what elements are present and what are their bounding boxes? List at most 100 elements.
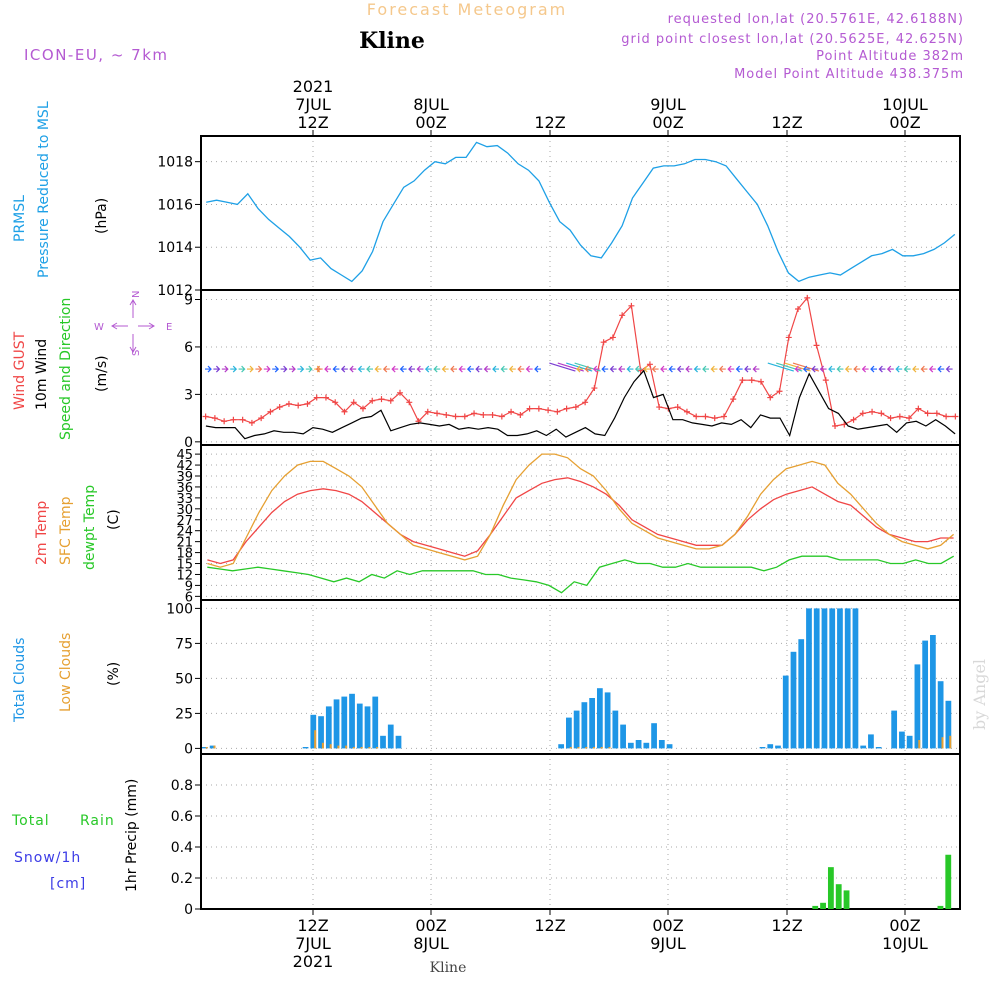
y-tick-label: 21 (176, 536, 193, 551)
wind-gust-marker (498, 413, 505, 420)
wind-direction-arrow (500, 365, 508, 373)
wind-gust-marker (480, 411, 487, 418)
x-tick-label-top: 12Z (771, 113, 802, 132)
wind-gust-marker (526, 405, 533, 412)
wind-direction-arrow (399, 365, 407, 373)
wind-gust-marker (202, 413, 209, 420)
x-tick-label-top: 12Z (297, 113, 328, 132)
wind-gust-marker (869, 408, 876, 415)
cm-label: [cm] (50, 876, 86, 892)
x-tick-label-top: 8JUL (413, 95, 449, 114)
wind-direction-arrow (920, 365, 928, 373)
temp-2m-label: 2m Temp (34, 501, 50, 565)
wind-direction-arrow (861, 365, 869, 373)
wind-gust-marker (850, 416, 857, 423)
low-clouds-bar (213, 745, 216, 749)
total-clouds-bar (767, 744, 774, 749)
wind-gust-line (205, 296, 956, 427)
total-clouds-bar (937, 681, 944, 749)
wind-direction-arrow (424, 365, 432, 373)
wind-gust-marker (471, 410, 478, 417)
x-tick-label-bottom: 00Z (415, 916, 446, 935)
compass-s: S (131, 350, 142, 356)
low-clouds-bar (600, 747, 603, 749)
total-clouds-bar (658, 740, 665, 749)
low-clouds-bar (360, 747, 363, 749)
wind-gust-marker (387, 397, 394, 404)
wind-direction-arrow (693, 365, 701, 373)
y-tick-label: 1016 (157, 197, 193, 213)
x-tick-label-top: 00Z (652, 113, 683, 132)
low-clouds-bar (569, 747, 572, 749)
clouds-unit: (%) (106, 662, 122, 686)
wind-direction-arrow (549, 362, 576, 372)
wind-gust-marker (258, 415, 265, 422)
wind-direction-arrow (676, 365, 684, 373)
wind-gust-marker (757, 378, 764, 385)
point-altitude: Point Altitude 382m (816, 49, 964, 64)
wind-gust-marker (822, 377, 829, 384)
wind-direction-arrow (836, 365, 844, 373)
wind-gust-marker (267, 408, 274, 415)
total-clouds-bar (759, 747, 766, 749)
total-clouds-bar (202, 747, 208, 749)
rain-bar (937, 905, 944, 909)
y-tick-label: 27 (176, 514, 193, 529)
panel-frame (200, 753, 961, 910)
wind-direction-arrow (450, 365, 457, 373)
wind-gust-marker (702, 413, 709, 420)
precip-panel-labels: Total Rain Snow/1h [cm] 1hr Precip (mm) (11, 779, 140, 892)
total-clouds-bar (798, 639, 805, 749)
wind-gust-marker (813, 342, 820, 349)
wind-direction-arrow (483, 365, 491, 373)
low-clouds-bar (205, 747, 208, 749)
wind-gust-marker (795, 305, 802, 312)
temp-sfc-line (207, 453, 955, 568)
clouds-panel-labels: Total Clouds Low Clouds (%) (12, 633, 122, 723)
total-clouds-bar (775, 745, 781, 749)
wind-direction-arrow (609, 365, 617, 373)
wind-gust-marker (424, 408, 431, 415)
x-tick-label-bottom: 7JUL (295, 934, 331, 953)
wind-direction-arrow (272, 365, 280, 373)
temp-panel-labels: 2m Temp SFC Temp dewpt Temp (C) (34, 485, 122, 570)
wind-direction-arrow (853, 365, 861, 373)
wind-gust-marker (359, 405, 366, 412)
y-tick-label: 36 (176, 481, 193, 496)
x-tick-label-bottom: 12Z (534, 916, 565, 935)
wind-gust-marker (859, 410, 866, 417)
wind-direction-arrow (247, 365, 254, 373)
wind-gust-marker (730, 396, 737, 403)
wind-gust-marker (461, 413, 468, 420)
wind-direction-arrow (886, 365, 894, 373)
low-clouds-bar (321, 742, 324, 749)
temp-sfc-label: SFC Temp (58, 496, 74, 565)
wind-gust-marker (933, 410, 940, 417)
temp-dew-label: dewpt Temp (82, 485, 98, 570)
wind-gust-marker (554, 408, 561, 415)
wind-gust-marker (683, 408, 690, 415)
total-clouds-bar (612, 710, 619, 749)
wind-gust-marker (378, 396, 385, 403)
y-tick-label: 0.8 (171, 778, 193, 794)
low-clouds-bar (314, 730, 317, 749)
wind-direction-arrow (735, 365, 743, 373)
wind-gust-marker (906, 415, 913, 422)
y-tick-label: 15 (176, 558, 193, 573)
wind-direction-arrow (710, 365, 718, 373)
total-clouds-bar (790, 651, 797, 749)
low-clouds-bar (585, 747, 588, 749)
wind-gust-marker (600, 339, 607, 346)
wind-direction-arrow (651, 365, 659, 373)
low-clouds-bar (376, 747, 379, 749)
watermark: by Angel (970, 659, 989, 730)
wind-direction-arrow (466, 365, 474, 373)
temp-dewpt-line (207, 555, 955, 594)
total-clouds-bar (635, 740, 642, 749)
total-clouds-bar (782, 675, 789, 749)
compass-rose: N S W E (94, 291, 172, 356)
wind-gust-marker (693, 413, 700, 420)
temp-2m-line (207, 477, 954, 565)
wind-gust-marker (628, 302, 635, 309)
precip-axis-label: 1hr Precip (mm) (124, 779, 140, 892)
